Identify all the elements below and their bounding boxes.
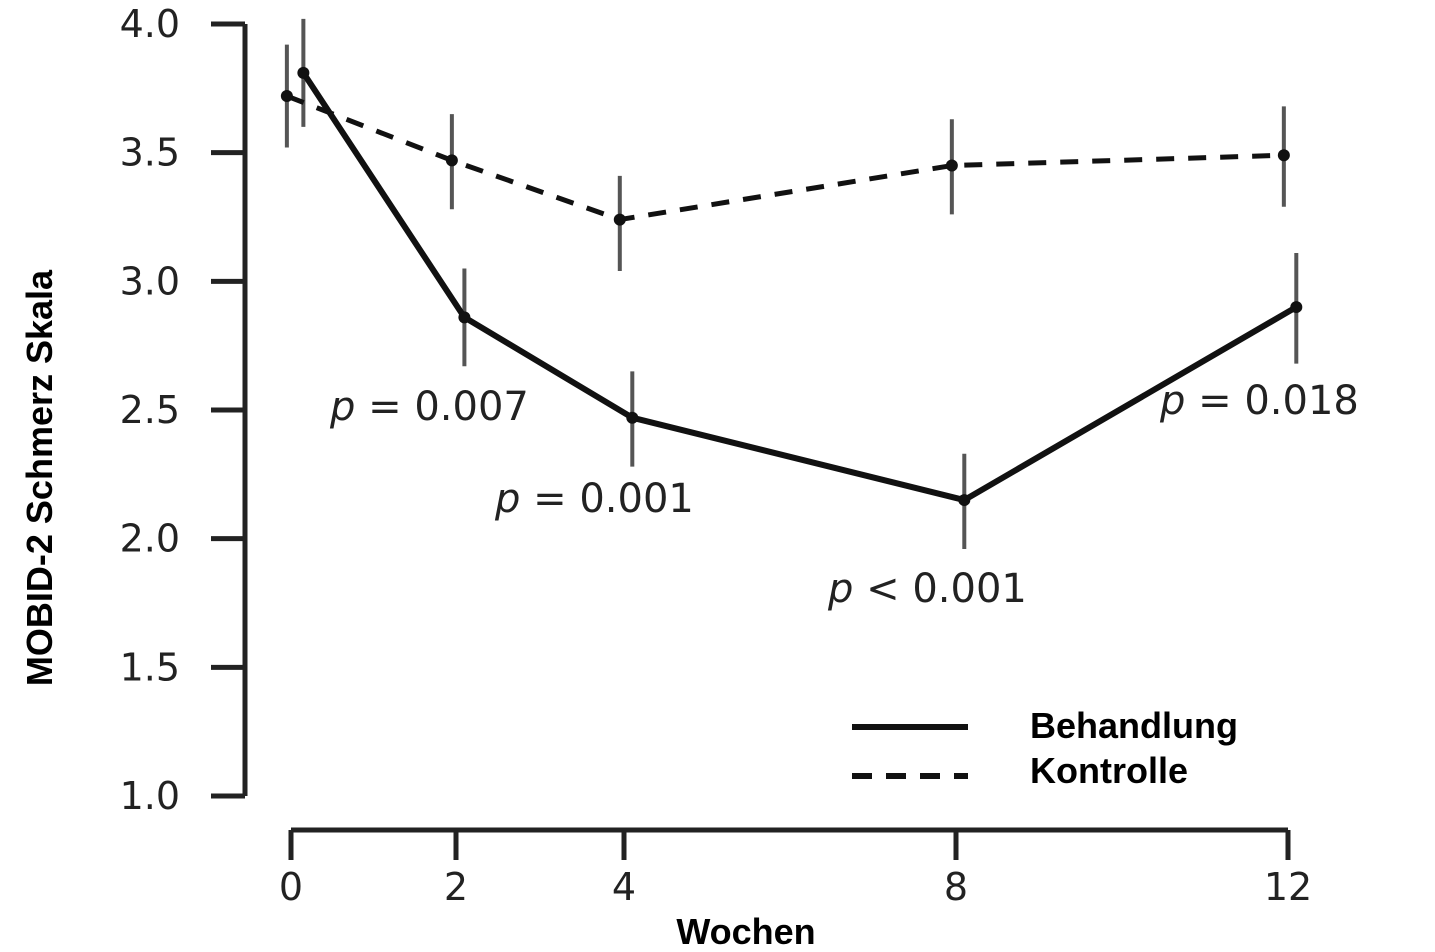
series-line-kontrolle [285, 93, 1284, 223]
data-point-behandlung [297, 66, 310, 79]
y-axis: 1.0 1.5 2.0 2.5 3.0 3.5 4.0 [120, 2, 248, 818]
series-layer [280, 18, 1303, 549]
y-tick-label: 3.5 [120, 131, 180, 175]
y-axis-title: MOBID-2 Schmerz Skala [19, 269, 60, 686]
data-point-kontrolle [280, 90, 293, 103]
x-tick-label: 12 [1264, 865, 1312, 909]
legend-label-behandlung: Behandlung [1030, 705, 1238, 746]
data-point-kontrolle [1277, 149, 1290, 162]
data-point-kontrolle [445, 154, 458, 167]
y-tick-label: 4.0 [120, 2, 180, 46]
p-value-annotation-week-2: p = 0.007 [329, 384, 529, 430]
x-axis-title: Wochen [676, 911, 815, 952]
y-tick-label: 3.0 [120, 259, 180, 303]
data-point-behandlung [458, 311, 471, 324]
y-tick-label: 2.5 [120, 388, 180, 432]
x-tick-label: 2 [444, 865, 468, 909]
y-tick-label: 1.0 [120, 774, 180, 818]
legend: Behandlung Kontrolle [852, 705, 1238, 791]
y-tick-label: 2.0 [120, 517, 180, 561]
x-tick-label: 4 [612, 865, 636, 909]
data-point-behandlung [958, 494, 971, 507]
x-axis: 0 2 4 8 12 [279, 827, 1312, 909]
data-point-behandlung [1290, 301, 1303, 314]
x-tick-label: 8 [944, 865, 968, 909]
p-value-annotation-week-8: p < 0.001 [827, 566, 1027, 612]
p-value-annotation-week-12: p = 0.018 [1159, 378, 1359, 424]
p-value-annotation-week-4: p = 0.001 [494, 476, 694, 522]
data-point-kontrolle [613, 213, 626, 226]
y-tick-label: 1.5 [120, 645, 180, 689]
data-point-behandlung [626, 411, 639, 424]
legend-label-kontrolle: Kontrolle [1030, 750, 1188, 791]
x-tick-label: 0 [279, 865, 303, 909]
data-point-kontrolle [945, 159, 958, 172]
